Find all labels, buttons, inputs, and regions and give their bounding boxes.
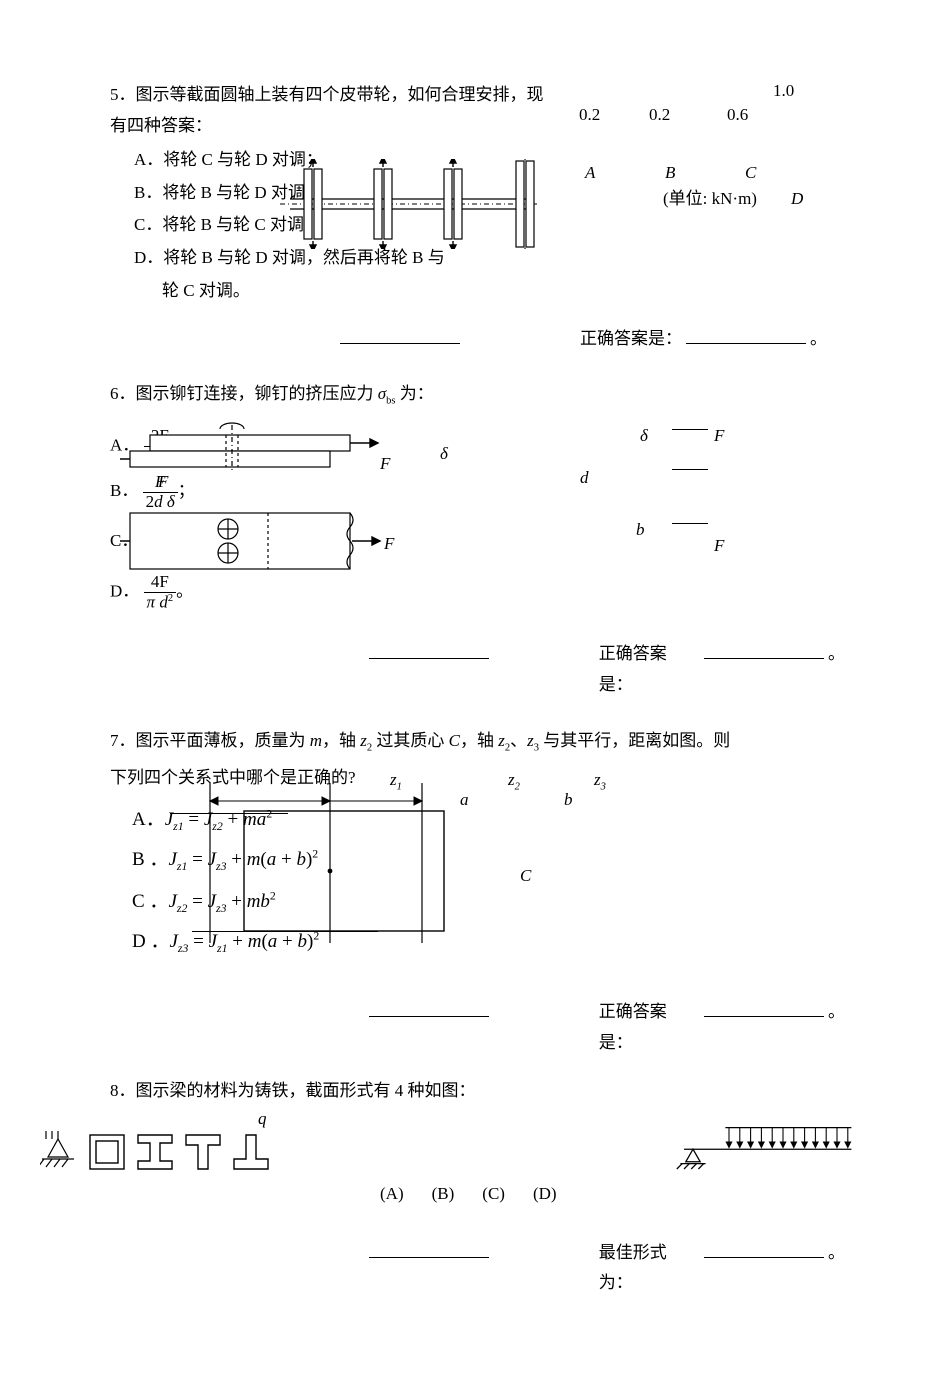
q7-z3l: z xyxy=(594,770,601,789)
q7-s3: 过其质心 xyxy=(372,731,449,750)
q8-support-icon xyxy=(40,1129,80,1173)
q7-z2l: z xyxy=(508,770,515,789)
q8-lbl-a: (A) xyxy=(380,1179,404,1210)
q7-answer-label: 正确答案是： xyxy=(599,997,701,1058)
q7-z1: z1 xyxy=(390,765,402,797)
rivet-svg xyxy=(120,417,420,617)
q6-right-labels: δ F d b F xyxy=(580,415,810,595)
q7-stem: 7．图示平面薄板，质量为 m，轴 z2 过其质心 C，轴 z2、z3 与其平行，… xyxy=(110,726,845,758)
q7-s2: ，轴 xyxy=(322,731,360,750)
q6-blank-left xyxy=(369,641,489,659)
q6-fig-Fleft: F xyxy=(158,467,168,498)
question-6: 6．图示铆钉连接，铆钉的挤压应力 σbs 为： A． 2F π d2 ； B． … xyxy=(110,379,845,701)
q5-answer-blank xyxy=(686,326,806,344)
q6-fig-delta1: δ xyxy=(440,439,448,470)
q8-beam-svg xyxy=(675,1112,855,1172)
q8-section-b-icon xyxy=(134,1131,176,1173)
q6-fig-F2: F xyxy=(384,529,394,560)
q7-s5: 、 xyxy=(510,731,527,750)
q7-z2b: z xyxy=(498,731,505,750)
q8-lbl-c: (C) xyxy=(482,1179,505,1210)
q7-z3: z3 xyxy=(594,765,606,797)
q7-z3a: z xyxy=(527,731,534,750)
q8-number: 8． xyxy=(110,1081,136,1100)
q6-fig-F1: F xyxy=(380,449,390,480)
q6-F-bot: F xyxy=(714,531,724,562)
q5-opt-d-cont: 轮 C 对调。 xyxy=(134,276,555,307)
q5-val-0p2a: 0.2 xyxy=(579,100,600,131)
q7-period: 。 xyxy=(828,997,845,1028)
q8-lbl-b: (B) xyxy=(432,1179,455,1210)
q7-s6: 与其平行，距离如图。则 xyxy=(539,731,730,750)
q6-answer-label: 正确答案是： xyxy=(599,639,701,700)
q5-blank-left xyxy=(340,326,460,344)
q5-stem-text: 图示等截面圆轴上装有四个皮带轮，如何合理安排，现有四种答案： xyxy=(110,85,544,135)
q7-right-labels: z1 z2 z3 a b C xyxy=(360,765,680,945)
q8-q-label: q xyxy=(258,1104,267,1135)
q5-answer-row: 正确答案是： 。 xyxy=(110,324,845,355)
q7-b: b xyxy=(564,785,573,816)
question-5: 5．图示等截面圆轴上装有四个皮带轮，如何合理安排，现有四种答案： A．将轮 C … xyxy=(110,80,845,355)
q6-sigma: σ xyxy=(378,384,386,403)
q6-answer-blank xyxy=(704,641,824,659)
q8-answer-row: 最佳形式为： 。 xyxy=(110,1238,845,1299)
shaft-svg xyxy=(280,159,540,249)
q8-stem-text: 图示梁的材料为铸铁，截面形式有 4 种如图： xyxy=(136,1081,476,1100)
q7-C: C xyxy=(449,731,460,750)
q7-s1: 图示平面薄板，质量为 xyxy=(136,731,310,750)
q8-section-d-icon xyxy=(230,1131,272,1173)
q6-period: 。 xyxy=(828,639,845,670)
q8-blank-left xyxy=(369,1240,489,1258)
q5-opt-d-text2: 轮 C 对调。 xyxy=(162,281,250,300)
q8-answer-blank xyxy=(704,1240,824,1258)
q7-z1s: 1 xyxy=(397,782,402,793)
q6-stem: 6．图示铆钉连接，铆钉的挤压应力 σbs 为： xyxy=(110,379,845,411)
q6-sigma-sub: bs xyxy=(386,395,395,406)
q6-stem-suffix: 为： xyxy=(396,384,434,403)
q5-label-A: A xyxy=(585,158,595,189)
q7-Cpt: C xyxy=(520,861,531,892)
q6-d-label: d xyxy=(580,463,589,494)
q6-stem-prefix: 图示铆钉连接，铆钉的挤压应力 xyxy=(136,384,378,403)
q8-section-a-icon xyxy=(86,1131,128,1173)
q5-value-labels: 1.0 0.2 0.2 0.6 A B C (单位: kN·m) D xyxy=(555,80,845,230)
q5-shaft-figure xyxy=(280,159,540,269)
question-7: 7．图示平面薄板，质量为 m，轴 z2 过其质心 C，轴 z2、z3 与其平行，… xyxy=(110,726,845,1058)
q6-b-label: b xyxy=(636,515,645,546)
q5-period: 。 xyxy=(810,324,827,355)
q8-period: 。 xyxy=(828,1238,845,1269)
q8-option-labels: (A) (B) (C) (D) xyxy=(380,1179,845,1210)
q6-answer-row: 正确答案是： 。 xyxy=(110,639,845,700)
q5-number: 5． xyxy=(110,85,136,104)
q7-a: a xyxy=(460,785,469,816)
q7-z2: z2 xyxy=(508,765,520,797)
question-8: 8．图示梁的材料为铸铁，截面形式有 4 种如图： q xyxy=(110,1076,845,1298)
q5-unit: (单位: kN·m) xyxy=(663,184,757,215)
q8-answer-label: 最佳形式为： xyxy=(599,1238,701,1299)
q5-label-D: D xyxy=(791,184,803,215)
q7-s4: ，轴 xyxy=(460,731,498,750)
q7-blank-left xyxy=(369,999,489,1017)
q8-lbl-d: (D) xyxy=(533,1179,557,1210)
q7-m: m xyxy=(310,731,322,750)
q8-section-c-icon xyxy=(182,1131,224,1173)
q7-answer-row: 正确答案是： 。 xyxy=(110,997,845,1058)
q5-val-0p2b: 0.2 xyxy=(649,100,670,131)
q7-number: 7． xyxy=(110,731,136,750)
q6-F-top: F xyxy=(714,421,724,452)
q5-val-0p6: 0.6 xyxy=(727,100,748,131)
q5-answer-label: 正确答案是： xyxy=(580,324,682,355)
q6-number: 6． xyxy=(110,384,136,403)
q7-z1l: z xyxy=(390,770,397,789)
q7-z2a: z xyxy=(360,731,367,750)
q6-delta-top: δ xyxy=(640,421,648,452)
q8-beam-figure xyxy=(675,1112,855,1183)
q5-val-1p0: 1.0 xyxy=(773,76,794,107)
q5-stem: 5．图示等截面圆轴上装有四个皮带轮，如何合理安排，现有四种答案： xyxy=(110,80,555,141)
q6-figure: F F F δ xyxy=(120,417,400,607)
q8-stem: 8．图示梁的材料为铸铁，截面形式有 4 种如图： xyxy=(110,1076,845,1107)
q7-answer-blank xyxy=(704,999,824,1017)
q7-z2s: 2 xyxy=(515,782,520,793)
q7-z3s: 3 xyxy=(601,782,606,793)
